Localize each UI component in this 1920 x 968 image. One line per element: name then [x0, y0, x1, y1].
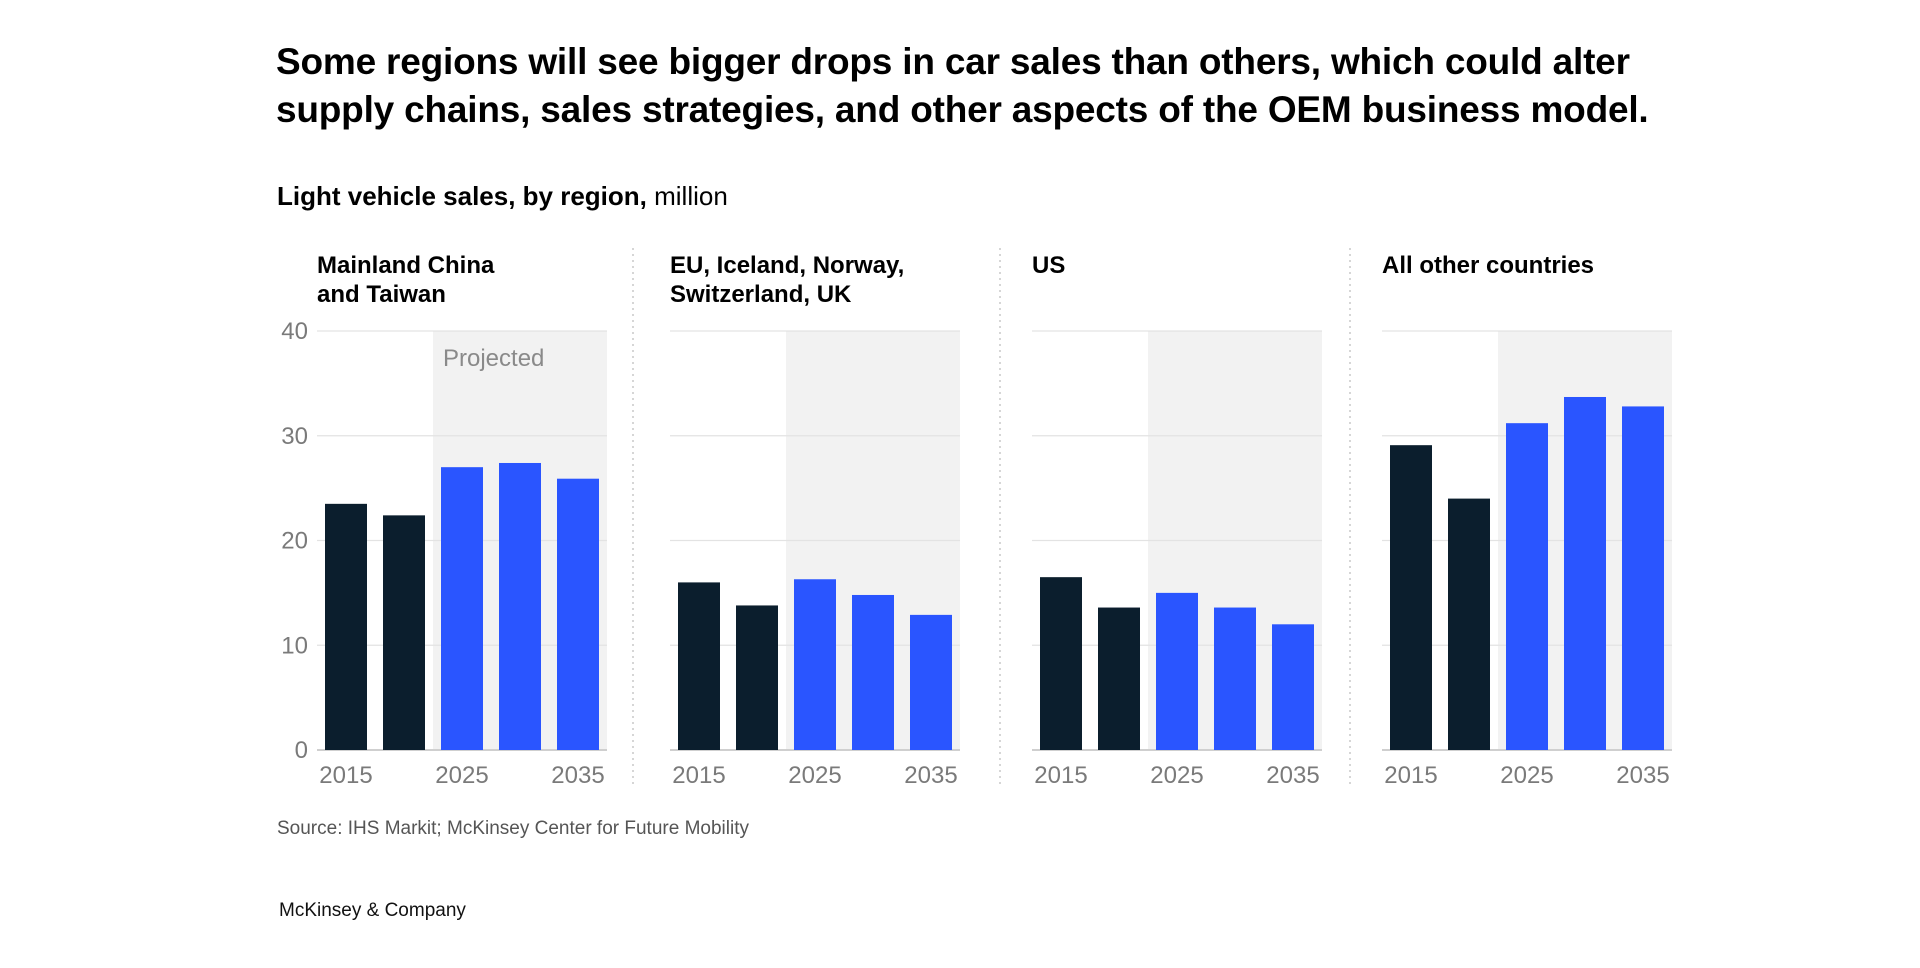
x-tick-label: 2025 — [1500, 762, 1553, 789]
projected-bar — [1564, 396, 1606, 750]
projected-bar — [852, 594, 894, 750]
panel-title-line: All other countries — [1382, 252, 1594, 279]
historical-bar — [736, 605, 778, 750]
panel-title-line: Switzerland, UK — [670, 281, 852, 308]
x-tick-label: 2025 — [1150, 762, 1203, 789]
y-tick-label: 0 — [295, 737, 308, 764]
projected-bar — [499, 462, 541, 750]
panel-title-line: and Taiwan — [317, 281, 446, 308]
chart-subtitle: Light vehicle sales, by region, million — [277, 181, 728, 212]
y-tick-label: 20 — [281, 528, 308, 555]
projected-label: Projected — [443, 345, 544, 372]
projected-bar — [557, 478, 599, 750]
x-tick-label: 2035 — [1616, 762, 1669, 789]
historical-bar — [325, 503, 367, 750]
projected-bar — [1506, 423, 1548, 750]
historical-bar — [1448, 498, 1490, 750]
y-tick-label: 30 — [281, 423, 308, 450]
x-tick-label: 2025 — [435, 762, 488, 789]
historical-bar — [1040, 577, 1082, 750]
y-tick-label: 40 — [281, 318, 308, 345]
projected-bar — [1156, 592, 1198, 750]
panel-title-line: Mainland China — [317, 252, 495, 279]
x-tick-label: 2015 — [1384, 762, 1437, 789]
projected-bar — [1272, 624, 1314, 750]
panel-title-line: US — [1032, 252, 1065, 279]
y-tick-label: 10 — [281, 632, 308, 659]
x-tick-label: 2035 — [904, 762, 957, 789]
historical-bar — [678, 582, 720, 750]
projected-bar — [910, 614, 952, 750]
projected-bar — [1214, 607, 1256, 750]
x-tick-label: 2035 — [1266, 762, 1319, 789]
projected-bar — [1622, 406, 1664, 750]
historical-bar — [383, 515, 425, 750]
panel-title-line: EU, Iceland, Norway, — [670, 252, 904, 279]
chart-subtitle-label: Light vehicle sales, by region, — [277, 181, 647, 211]
chart-subtitle-unit: million — [646, 181, 728, 211]
x-tick-label: 2025 — [788, 762, 841, 789]
x-tick-label: 2015 — [1034, 762, 1087, 789]
x-tick-label: 2015 — [319, 762, 372, 789]
source-note: Source: IHS Markit; McKinsey Center for … — [277, 818, 749, 839]
company-logo-text: McKinsey & Company — [279, 900, 466, 921]
projected-bar — [794, 579, 836, 750]
x-tick-label: 2015 — [672, 762, 725, 789]
x-tick-label: 2035 — [551, 762, 604, 789]
historical-bar — [1390, 445, 1432, 750]
projected-bar — [441, 467, 483, 750]
historical-bar — [1098, 607, 1140, 750]
headline: Some regions will see bigger drops in ca… — [276, 41, 1649, 130]
